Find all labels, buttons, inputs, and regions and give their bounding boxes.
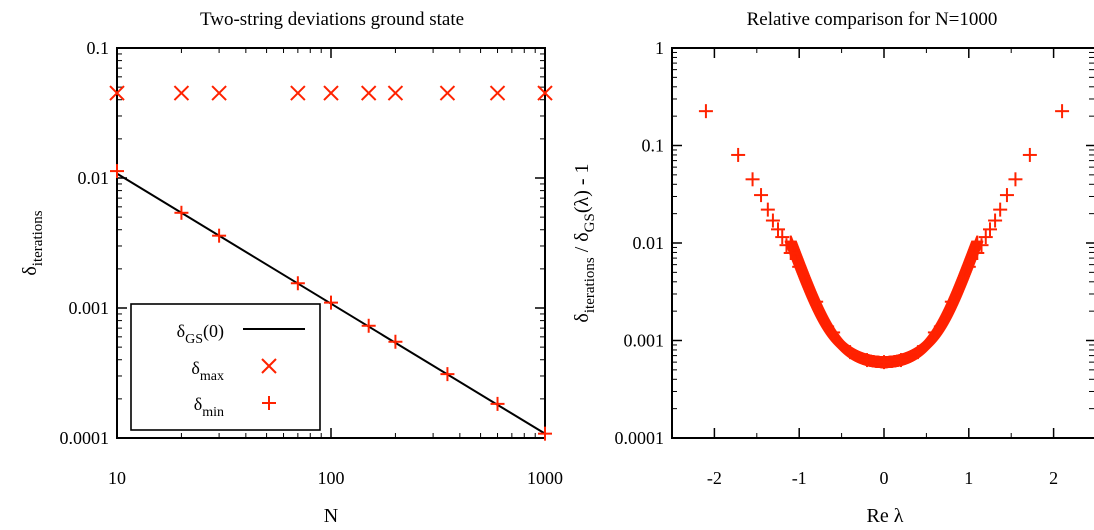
- rel-point: [983, 222, 997, 237]
- right-y-tick-label: 0.01: [633, 233, 665, 253]
- legend-label-dgs0: δGS(0): [177, 321, 224, 347]
- dmax-point: [290, 85, 306, 101]
- rel-point: [826, 325, 841, 340]
- left-title: Two-string deviations ground state: [200, 9, 464, 30]
- rel-point: [961, 259, 976, 274]
- rel-point: [745, 172, 760, 187]
- right-plot-frame: [671, 47, 1094, 439]
- rel-point: [783, 245, 798, 260]
- legend-plus-marker: [262, 396, 276, 410]
- right-title: Relative comparison for N=1000: [747, 9, 998, 30]
- rel-point: [809, 294, 824, 309]
- dmin-point: [110, 164, 124, 179]
- rel-point: [877, 355, 891, 370]
- left-x-tick-labels: 10 100 1000: [108, 468, 563, 488]
- dmin-point: [388, 334, 403, 349]
- rel-point: [970, 245, 985, 260]
- right-x-tick-labels: -2 -1 0 1 2: [707, 468, 1058, 488]
- left-y-tick-label: 0.01: [78, 168, 110, 188]
- rel-point: [731, 147, 746, 162]
- right-y-tick-label: 0.1: [642, 136, 665, 156]
- right-y-tick-label: 1: [655, 38, 664, 58]
- legend-box: [130, 303, 321, 431]
- rel-point: [999, 188, 1014, 203]
- right-x-tick-label: 2: [1049, 468, 1058, 488]
- dmax-point: [439, 85, 456, 101]
- left-x-axis-label: N: [324, 505, 338, 527]
- rel-point: [978, 230, 993, 245]
- rel-point: [1055, 104, 1070, 119]
- dmin-point: [212, 228, 227, 243]
- rel-point: [944, 294, 959, 309]
- left-y-tick-label: 0.1: [87, 38, 110, 58]
- rel-point: [893, 353, 908, 368]
- dmax-point: [537, 85, 553, 101]
- rel-point: [760, 202, 775, 217]
- dmax-point: [211, 85, 227, 101]
- dmin-point: [538, 426, 552, 441]
- rel-point: [927, 325, 942, 340]
- rel-point: [860, 353, 875, 368]
- legend-dmax-marker: [261, 358, 277, 374]
- dmin-point: [490, 396, 505, 411]
- right-x-tick-label: -1: [792, 468, 807, 488]
- right-x-tick-label: 1: [964, 468, 973, 488]
- left-y-tick-labels: 0.1 0.01 0.001 0.0001: [60, 38, 110, 448]
- right-y-tick-labels: 1 0.1 0.01 0.001 0.0001: [615, 38, 665, 448]
- dmin-point: [290, 276, 305, 291]
- dmax-point: [323, 85, 339, 101]
- left-x-tick-label: 100: [318, 468, 345, 488]
- rel-point: [754, 188, 769, 203]
- rel-point: [792, 259, 807, 274]
- right-y-axis-label: δiterations / δGS(λ) - 1: [571, 163, 598, 322]
- dmin-point: [324, 295, 338, 310]
- legend-x-marker: [261, 358, 277, 374]
- dmax-point: [109, 85, 125, 101]
- left-series: [109, 85, 553, 441]
- left-x-tick-label: 10: [108, 468, 126, 488]
- left-y-ticks: [117, 47, 545, 439]
- dmax-point: [387, 85, 404, 101]
- rel-point: [779, 238, 794, 253]
- rel-point: [1008, 172, 1023, 187]
- legend-dmin-marker: [262, 396, 276, 410]
- right-y-ticks: [672, 47, 1094, 439]
- dmax-point: [360, 85, 377, 101]
- legend-label-dmin: δmin: [194, 394, 224, 420]
- left-x-ticks: [116, 48, 546, 438]
- left-legend: δGS(0) δmax δmin: [130, 303, 321, 431]
- rel-point: [1022, 147, 1037, 162]
- rel-point: [698, 104, 713, 119]
- rel-point: [771, 222, 785, 237]
- rel-point: [775, 230, 790, 245]
- dmin-point: [174, 205, 189, 220]
- dmax-point: [489, 85, 506, 101]
- dmax-point: [173, 85, 190, 101]
- rel-point: [974, 238, 989, 253]
- left-x-tick-label: 1000: [527, 468, 563, 488]
- rel-point: [988, 213, 1003, 228]
- right-x-tick-label: -2: [707, 468, 722, 488]
- rel-point: [910, 345, 925, 360]
- rel-point: [993, 202, 1008, 217]
- dmin-point: [440, 367, 455, 382]
- right-x-tick-label: 0: [880, 468, 889, 488]
- right-panel: Relative comparison for N=1000 1 0.1 0.01 0…: [571, 9, 1094, 527]
- dmin-point: [361, 318, 376, 333]
- right-x-ticks: [713, 48, 1055, 438]
- left-y-tick-label: 0.001: [69, 298, 110, 318]
- right-y-tick-label: 0.001: [624, 331, 665, 351]
- right-series: [698, 104, 1070, 370]
- left-panel: Two-string deviations ground state 0.10.…: [19, 9, 563, 527]
- rel-point: [765, 213, 780, 228]
- right-y-tick-label: 0.0001: [615, 428, 665, 448]
- right-x-axis-label: Re λ: [867, 505, 904, 527]
- rel-point: [843, 345, 858, 360]
- legend-label-dmax: δmax: [191, 358, 224, 384]
- left-y-axis-label: δiterations: [19, 210, 46, 275]
- left-y-tick-label: 0.0001: [60, 428, 110, 448]
